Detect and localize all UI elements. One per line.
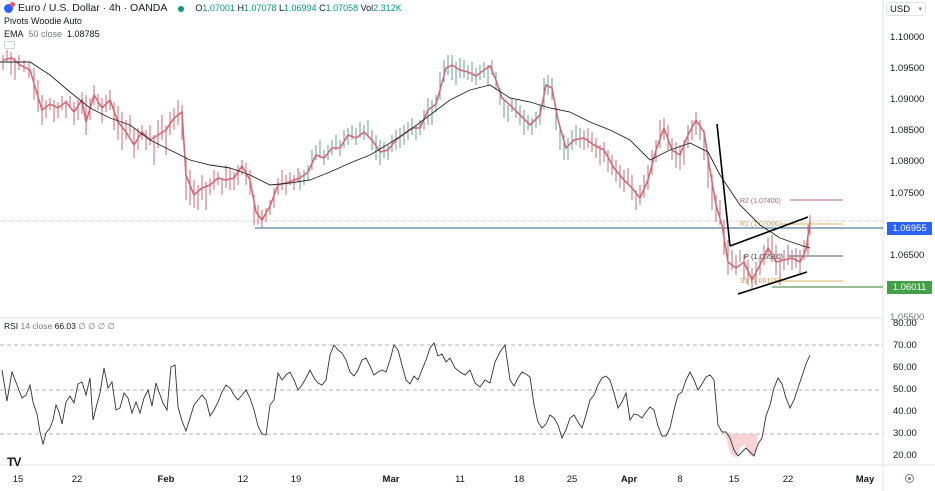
- high-value: 1.07078: [243, 3, 277, 13]
- low-label: L: [279, 3, 285, 13]
- channel-lower-line: [737, 271, 808, 295]
- chevron-down-icon: ▾: [918, 6, 922, 13]
- time-tick: Feb: [157, 474, 175, 485]
- rsi-tick: 70.00: [893, 340, 917, 351]
- symbol-title[interactable]: Euro / U.S. Dollar · 4h · OANDA: [18, 2, 168, 14]
- time-tick: Mar: [382, 474, 400, 485]
- rsi-line: [1, 342, 811, 457]
- price-tick: 1.07500: [890, 188, 925, 199]
- price-path: [2, 57, 811, 282]
- pivot-s1-label: S1 (1.06115): [740, 278, 780, 285]
- tradingview-logo-icon[interactable]: TV: [7, 455, 21, 469]
- time-tick: 11: [455, 474, 465, 485]
- legend-collapse-button[interactable]: [4, 41, 15, 49]
- symbol-flag-icon: [4, 2, 15, 13]
- time-tick: 15: [728, 474, 740, 485]
- currency-label: USD: [890, 3, 911, 15]
- time-tick: 19: [290, 474, 302, 485]
- current-price-tag: 1.06955: [887, 222, 932, 235]
- volume-label: Vol: [360, 3, 374, 13]
- ema-value: 1.08785: [67, 29, 100, 39]
- price-tick: 1.05500: [890, 312, 925, 323]
- rsi-tick: 60.00: [893, 362, 917, 373]
- price-tick: 1.09500: [890, 63, 925, 74]
- rsi-tick: 50.00: [893, 384, 917, 395]
- downtrend-line: [716, 123, 731, 247]
- rsi-name: RSI: [4, 321, 19, 331]
- ema-50-line: [0, 61, 811, 249]
- time-tick: May: [855, 474, 875, 485]
- price-tick: 1.06500: [890, 250, 925, 261]
- pivot-r2-label: R2 (1.07400): [740, 198, 781, 205]
- pivots-indicator-label: Pivots Woodie Auto: [4, 16, 82, 26]
- time-tick: 25: [566, 474, 578, 485]
- candlesticks: [2, 50, 811, 290]
- chart-legend: Euro / U.S. Dollar · 4h · OANDA O1.07001…: [4, 2, 402, 41]
- price-tick: 1.10000: [890, 32, 925, 43]
- rsi-params: 14 close: [20, 321, 53, 331]
- time-tick: 15: [12, 474, 24, 485]
- close-value: 1.07058: [325, 3, 359, 13]
- settings-gear-icon[interactable]: [905, 474, 914, 483]
- price-tick: 1.08000: [890, 156, 925, 167]
- rsi-tick: 30.00: [893, 428, 917, 439]
- time-tick: 22: [71, 474, 83, 485]
- ohlc-values: O1.07001 H1.07078 L1.06994 C1.07058 Vol2…: [195, 2, 401, 15]
- rsi-tick: 20.00: [893, 450, 917, 461]
- price-tick: 1.08500: [890, 125, 925, 136]
- indicator-ema[interactable]: EMA 50 close 1.08785: [4, 28, 402, 41]
- open-label: O: [195, 3, 203, 13]
- symbol-row: Euro / U.S. Dollar · 4h · OANDA O1.07001…: [4, 2, 402, 15]
- open-value: 1.07001: [202, 3, 235, 13]
- rsi-extra-values: ∅ ∅ ∅ ∅: [78, 321, 115, 331]
- ema-name: EMA: [4, 29, 24, 39]
- high-label: H: [237, 3, 244, 13]
- indicator-pivots[interactable]: Pivots Woodie Auto: [4, 15, 402, 28]
- time-tick: 12: [237, 474, 249, 485]
- currency-selector[interactable]: USD ▾: [886, 2, 926, 16]
- rsi-tick: 40.00: [893, 406, 917, 417]
- time-tick: 22: [782, 474, 794, 485]
- rsi-legend[interactable]: RSI 14 close 66.03 ∅ ∅ ∅ ∅: [4, 321, 115, 332]
- volume-value: 2.312K: [373, 3, 402, 13]
- market-open-status-icon: [178, 5, 185, 12]
- pivot-r1-label: R1 (1.07066): [740, 221, 781, 228]
- rsi-value: 66.03: [54, 321, 76, 331]
- channel-upper-line: [729, 216, 809, 247]
- low-value: 1.06994: [284, 3, 317, 13]
- price-tick: 1.09000: [890, 94, 925, 105]
- support-price-tag: 1.06011: [887, 281, 932, 294]
- close-label: C: [319, 3, 326, 13]
- rsi-tick: 80.00: [893, 318, 917, 329]
- ema-params: 50 close: [28, 29, 63, 39]
- time-tick: Apr: [620, 474, 638, 485]
- time-tick: 18: [513, 474, 525, 485]
- time-tick: 8: [677, 474, 683, 485]
